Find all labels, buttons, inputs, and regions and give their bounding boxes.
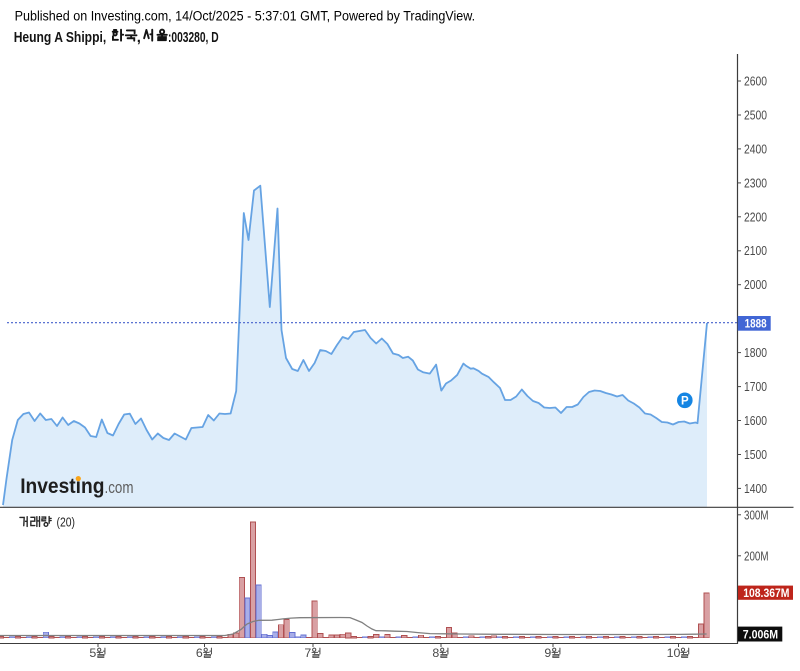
svg-text:1400: 1400	[744, 481, 767, 496]
svg-text:5: 5	[89, 646, 96, 660]
svg-text:Heung A Shippi,: Heung A Shippi,	[14, 30, 107, 46]
svg-text:8: 8	[432, 646, 439, 660]
svg-text:2600: 2600	[744, 74, 767, 89]
svg-text:1600: 1600	[744, 413, 767, 428]
svg-text:Published on Investing.com, 14: Published on Investing.com, 14/Oct/2025 …	[15, 8, 476, 23]
svg-text:.com: .com	[105, 479, 134, 497]
svg-text:1700: 1700	[744, 379, 767, 394]
svg-text:2000: 2000	[744, 277, 767, 292]
svg-text:,: ,	[137, 30, 141, 46]
svg-text:1888: 1888	[745, 317, 767, 331]
svg-text:9: 9	[544, 646, 551, 660]
svg-text:1500: 1500	[744, 447, 767, 462]
svg-text:6: 6	[196, 646, 203, 660]
svg-text:(20): (20)	[57, 514, 76, 529]
svg-text::003280, D: :003280, D	[168, 30, 219, 46]
svg-text:1800: 1800	[744, 345, 767, 360]
svg-text:2400: 2400	[744, 141, 767, 156]
svg-text:200M: 200M	[744, 548, 769, 563]
svg-text:2300: 2300	[744, 175, 767, 190]
svg-text:Investing: Investing	[20, 474, 104, 498]
svg-text:10: 10	[667, 646, 681, 660]
svg-text:P: P	[681, 396, 689, 408]
svg-text:300M: 300M	[744, 507, 769, 522]
svg-text:7.006M: 7.006M	[743, 627, 778, 641]
svg-text:2100: 2100	[744, 243, 767, 258]
svg-text:7: 7	[304, 646, 311, 660]
svg-text:2500: 2500	[744, 108, 767, 123]
svg-text:108.367M: 108.367M	[743, 586, 789, 600]
svg-text:2200: 2200	[744, 209, 767, 224]
